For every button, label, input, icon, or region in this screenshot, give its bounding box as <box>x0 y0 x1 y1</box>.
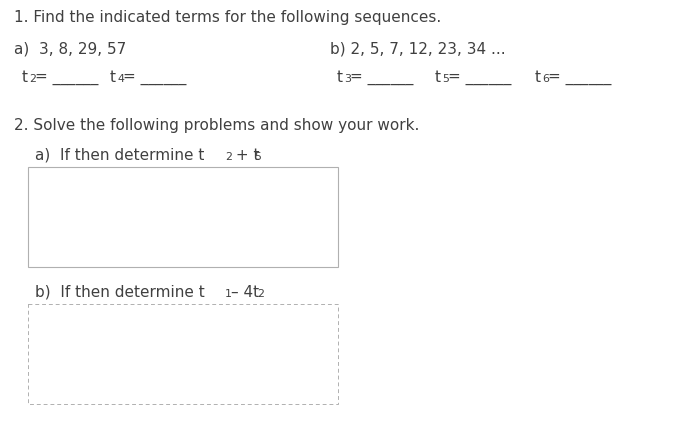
Text: 2: 2 <box>257 288 264 298</box>
Text: 5: 5 <box>254 151 261 161</box>
Text: 3: 3 <box>344 74 351 84</box>
Text: t: t <box>110 70 116 85</box>
Text: 2: 2 <box>29 74 36 84</box>
Text: a)  If then determine t: a) If then determine t <box>35 148 205 163</box>
Text: t: t <box>337 70 343 85</box>
Text: 5: 5 <box>442 74 449 84</box>
Text: = ______: = ______ <box>448 70 511 85</box>
Text: 1. Find the indicated terms for the following sequences.: 1. Find the indicated terms for the foll… <box>14 10 441 25</box>
Text: t: t <box>22 70 28 85</box>
Text: = ______: = ______ <box>123 70 186 85</box>
Text: + t: + t <box>231 148 260 163</box>
Text: 4: 4 <box>117 74 124 84</box>
Text: – 4t: – 4t <box>231 284 259 299</box>
Text: = ______: = ______ <box>350 70 413 85</box>
Text: a)  3, 8, 29, 57: a) 3, 8, 29, 57 <box>14 42 126 57</box>
Text: b)  If then determine t: b) If then determine t <box>35 284 205 299</box>
Text: 6: 6 <box>542 74 549 84</box>
Text: t: t <box>535 70 541 85</box>
Text: = ______: = ______ <box>548 70 611 85</box>
Text: = ______: = ______ <box>35 70 99 85</box>
Bar <box>28 304 338 404</box>
Text: 2. Solve the following problems and show your work.: 2. Solve the following problems and show… <box>14 118 420 133</box>
Text: b) 2, 5, 7, 12, 23, 34 ...: b) 2, 5, 7, 12, 23, 34 ... <box>330 42 506 57</box>
Text: 1: 1 <box>225 288 232 298</box>
Bar <box>28 168 338 267</box>
Text: 2: 2 <box>225 151 232 161</box>
Text: t: t <box>435 70 441 85</box>
